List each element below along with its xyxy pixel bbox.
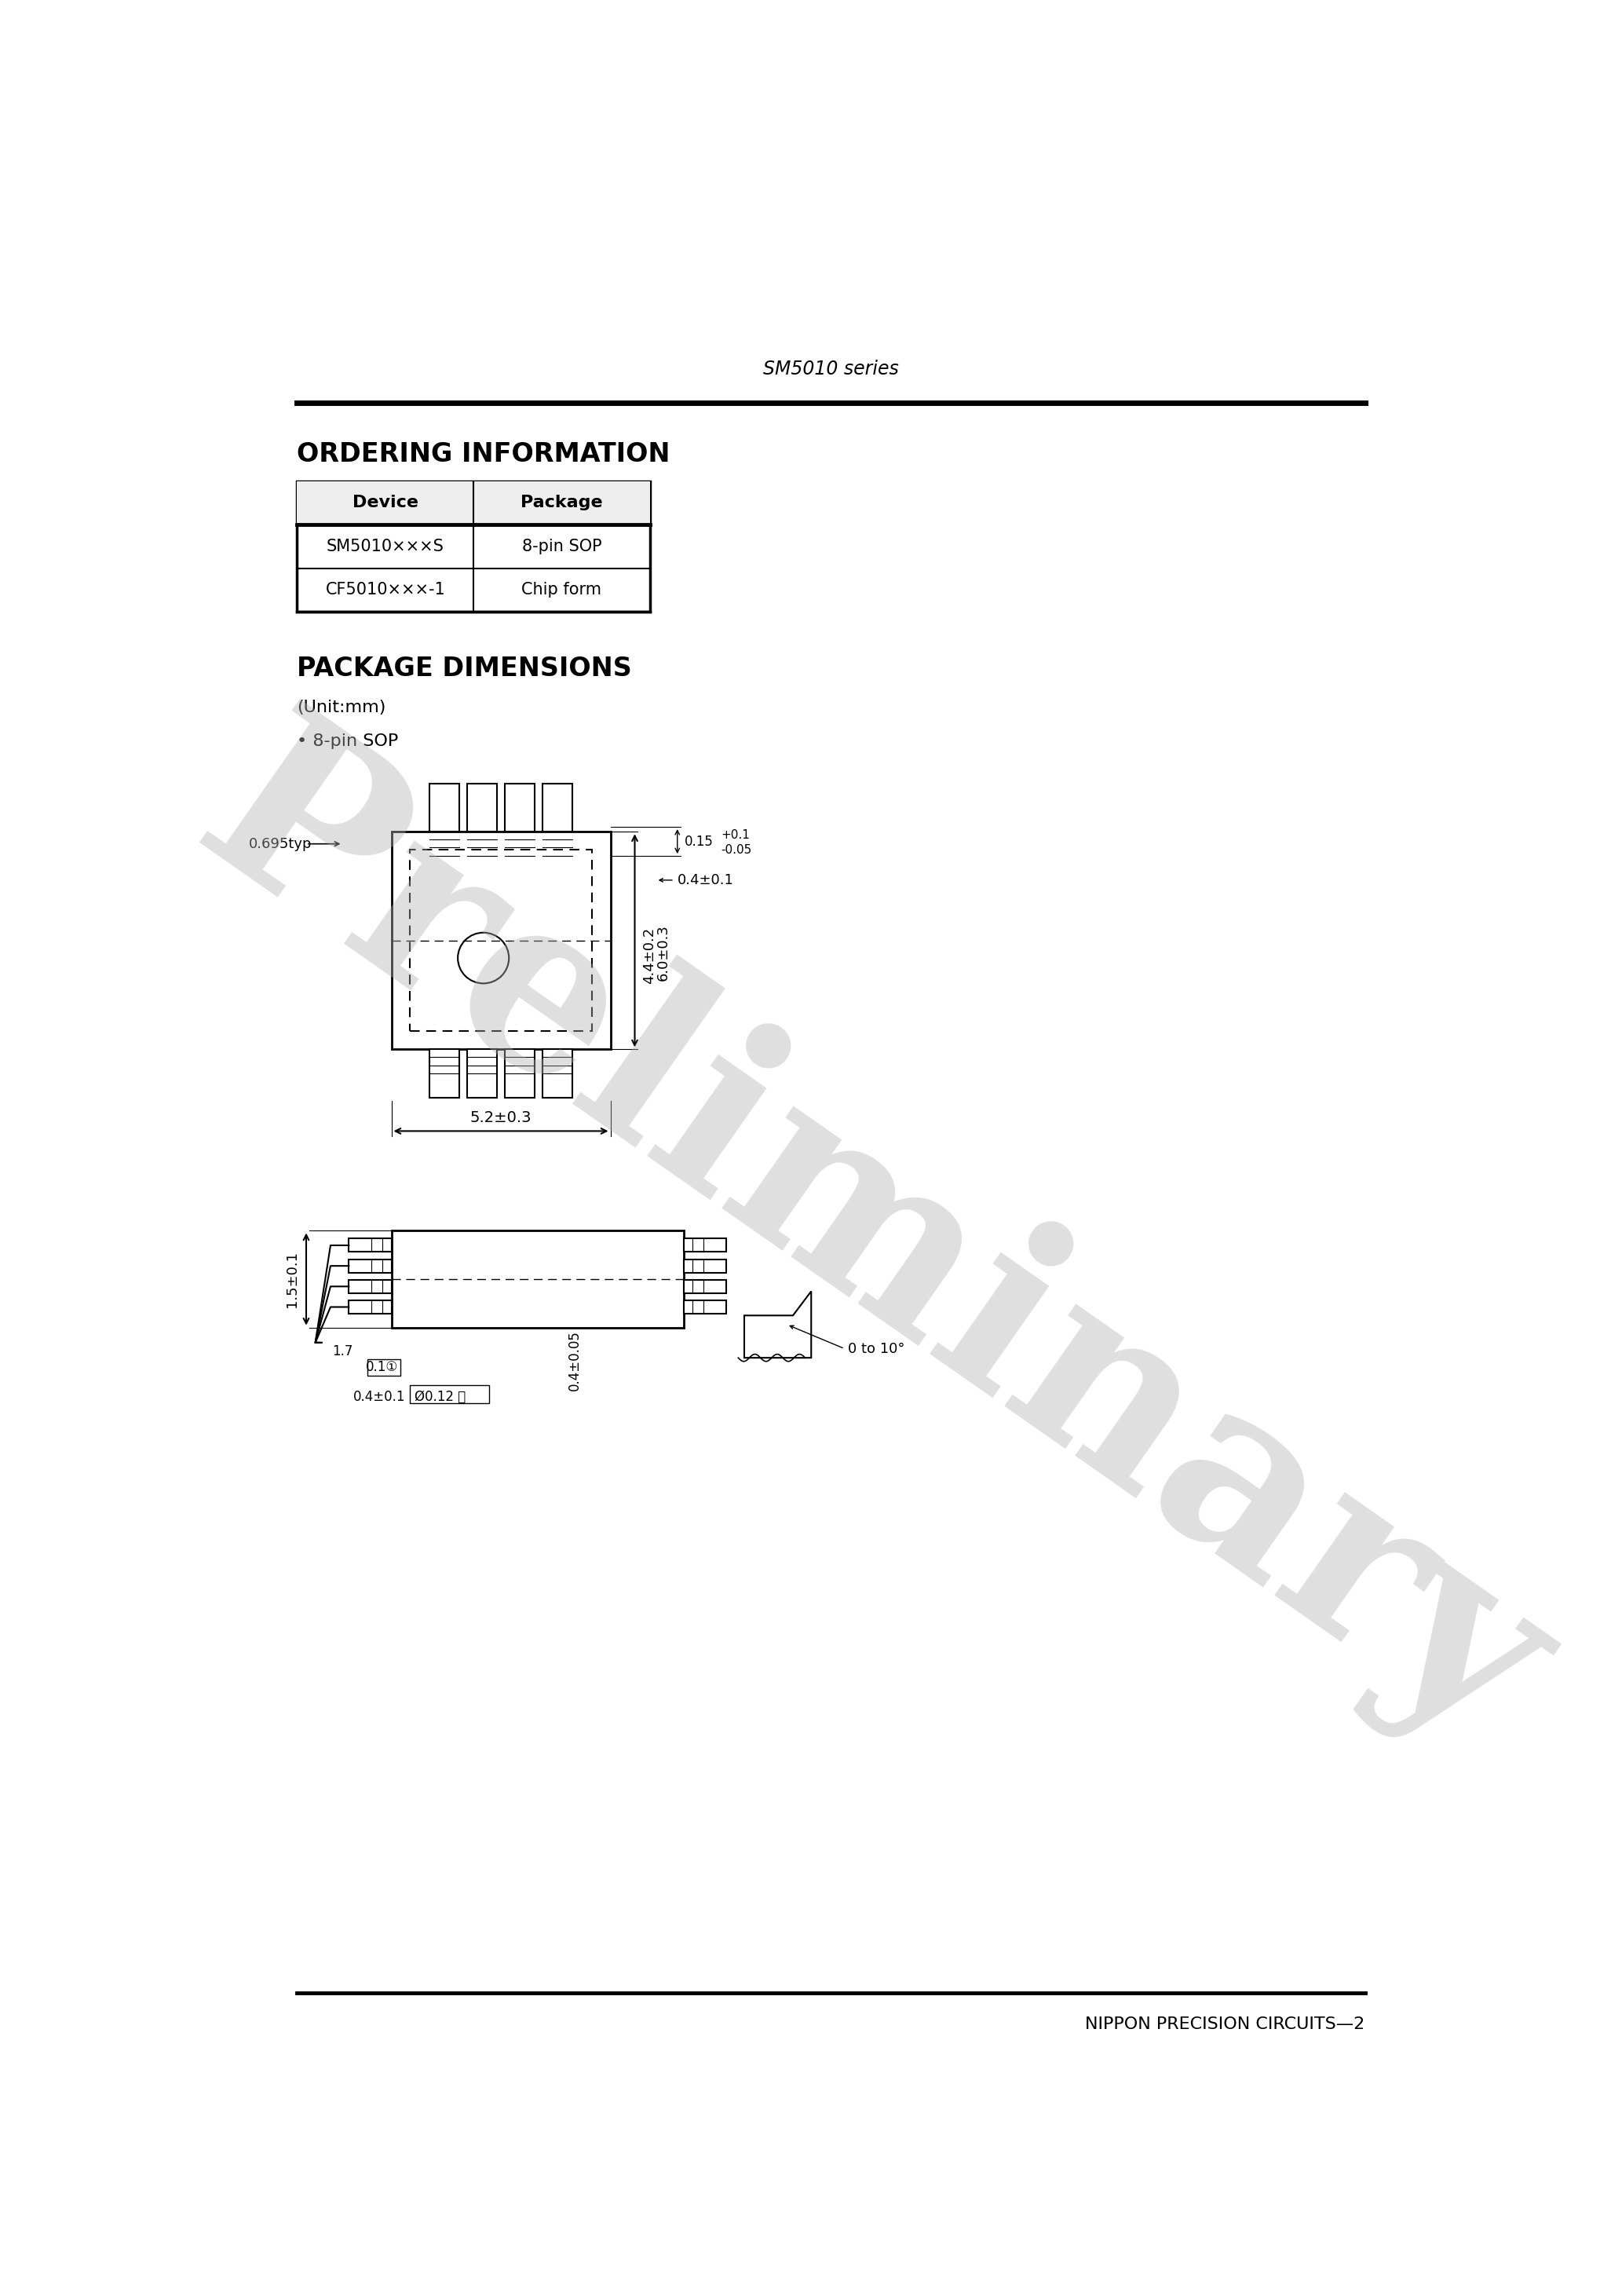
Bar — [410, 850, 592, 1031]
Bar — [467, 1049, 496, 1097]
Text: 0.4±0.05: 0.4±0.05 — [568, 1332, 582, 1391]
Bar — [367, 1359, 401, 1375]
Text: PACKAGE DIMENSIONS: PACKAGE DIMENSIONS — [297, 657, 633, 682]
Bar — [430, 1049, 459, 1097]
Text: 0 to 10°: 0 to 10° — [848, 1341, 905, 1357]
Bar — [349, 1258, 391, 1272]
Bar — [349, 1238, 391, 1251]
Bar — [297, 482, 650, 523]
Text: 0.4±0.1: 0.4±0.1 — [678, 872, 733, 886]
Text: 5.2±0.3: 5.2±0.3 — [470, 1111, 532, 1125]
Text: CF5010×××-1: CF5010×××-1 — [326, 583, 446, 597]
Bar — [297, 482, 650, 611]
Text: 4.4±0.2: 4.4±0.2 — [642, 928, 657, 985]
Text: • 8-pin SOP: • 8-pin SOP — [297, 732, 399, 748]
Text: Preliminary: Preliminary — [156, 693, 1588, 1793]
Text: Chip form: Chip form — [522, 583, 602, 597]
Text: -0.05: -0.05 — [722, 845, 753, 856]
Bar — [683, 1238, 727, 1251]
Text: 0.4±0.1: 0.4±0.1 — [354, 1389, 406, 1405]
Text: SM5010 series: SM5010 series — [764, 360, 899, 379]
Text: 0.1①: 0.1① — [367, 1359, 399, 1373]
Bar — [504, 1049, 534, 1097]
Bar — [349, 1300, 391, 1313]
Text: NIPPON PRECISION CIRCUITS—2: NIPPON PRECISION CIRCUITS—2 — [1085, 2016, 1364, 2032]
Text: 0.15: 0.15 — [684, 833, 714, 850]
Text: 1.5±0.1: 1.5±0.1 — [285, 1251, 298, 1306]
Bar — [349, 1279, 391, 1293]
Text: SM5010×××S: SM5010×××S — [326, 540, 444, 553]
Bar — [683, 1258, 727, 1272]
Text: Package: Package — [521, 496, 603, 510]
Text: 1.7: 1.7 — [333, 1345, 354, 1359]
Bar — [543, 1049, 573, 1097]
Bar — [543, 783, 573, 831]
Text: ORDERING INFORMATION: ORDERING INFORMATION — [297, 441, 670, 466]
Bar — [683, 1279, 727, 1293]
Text: Device: Device — [352, 496, 418, 510]
Text: 6.0±0.3: 6.0±0.3 — [655, 925, 670, 980]
Text: Ø0.12 Ⓜ: Ø0.12 Ⓜ — [415, 1389, 466, 1405]
Text: 8-pin SOP: 8-pin SOP — [522, 540, 602, 553]
Bar — [504, 783, 534, 831]
Bar — [467, 783, 496, 831]
Bar — [391, 831, 610, 1049]
Text: (Unit:mm): (Unit:mm) — [297, 700, 386, 716]
Bar — [391, 1231, 683, 1327]
Text: 0.695typ: 0.695typ — [250, 836, 313, 852]
Text: +0.1: +0.1 — [722, 829, 749, 840]
Bar — [430, 783, 459, 831]
Bar — [410, 1384, 488, 1403]
Bar — [683, 1300, 727, 1313]
